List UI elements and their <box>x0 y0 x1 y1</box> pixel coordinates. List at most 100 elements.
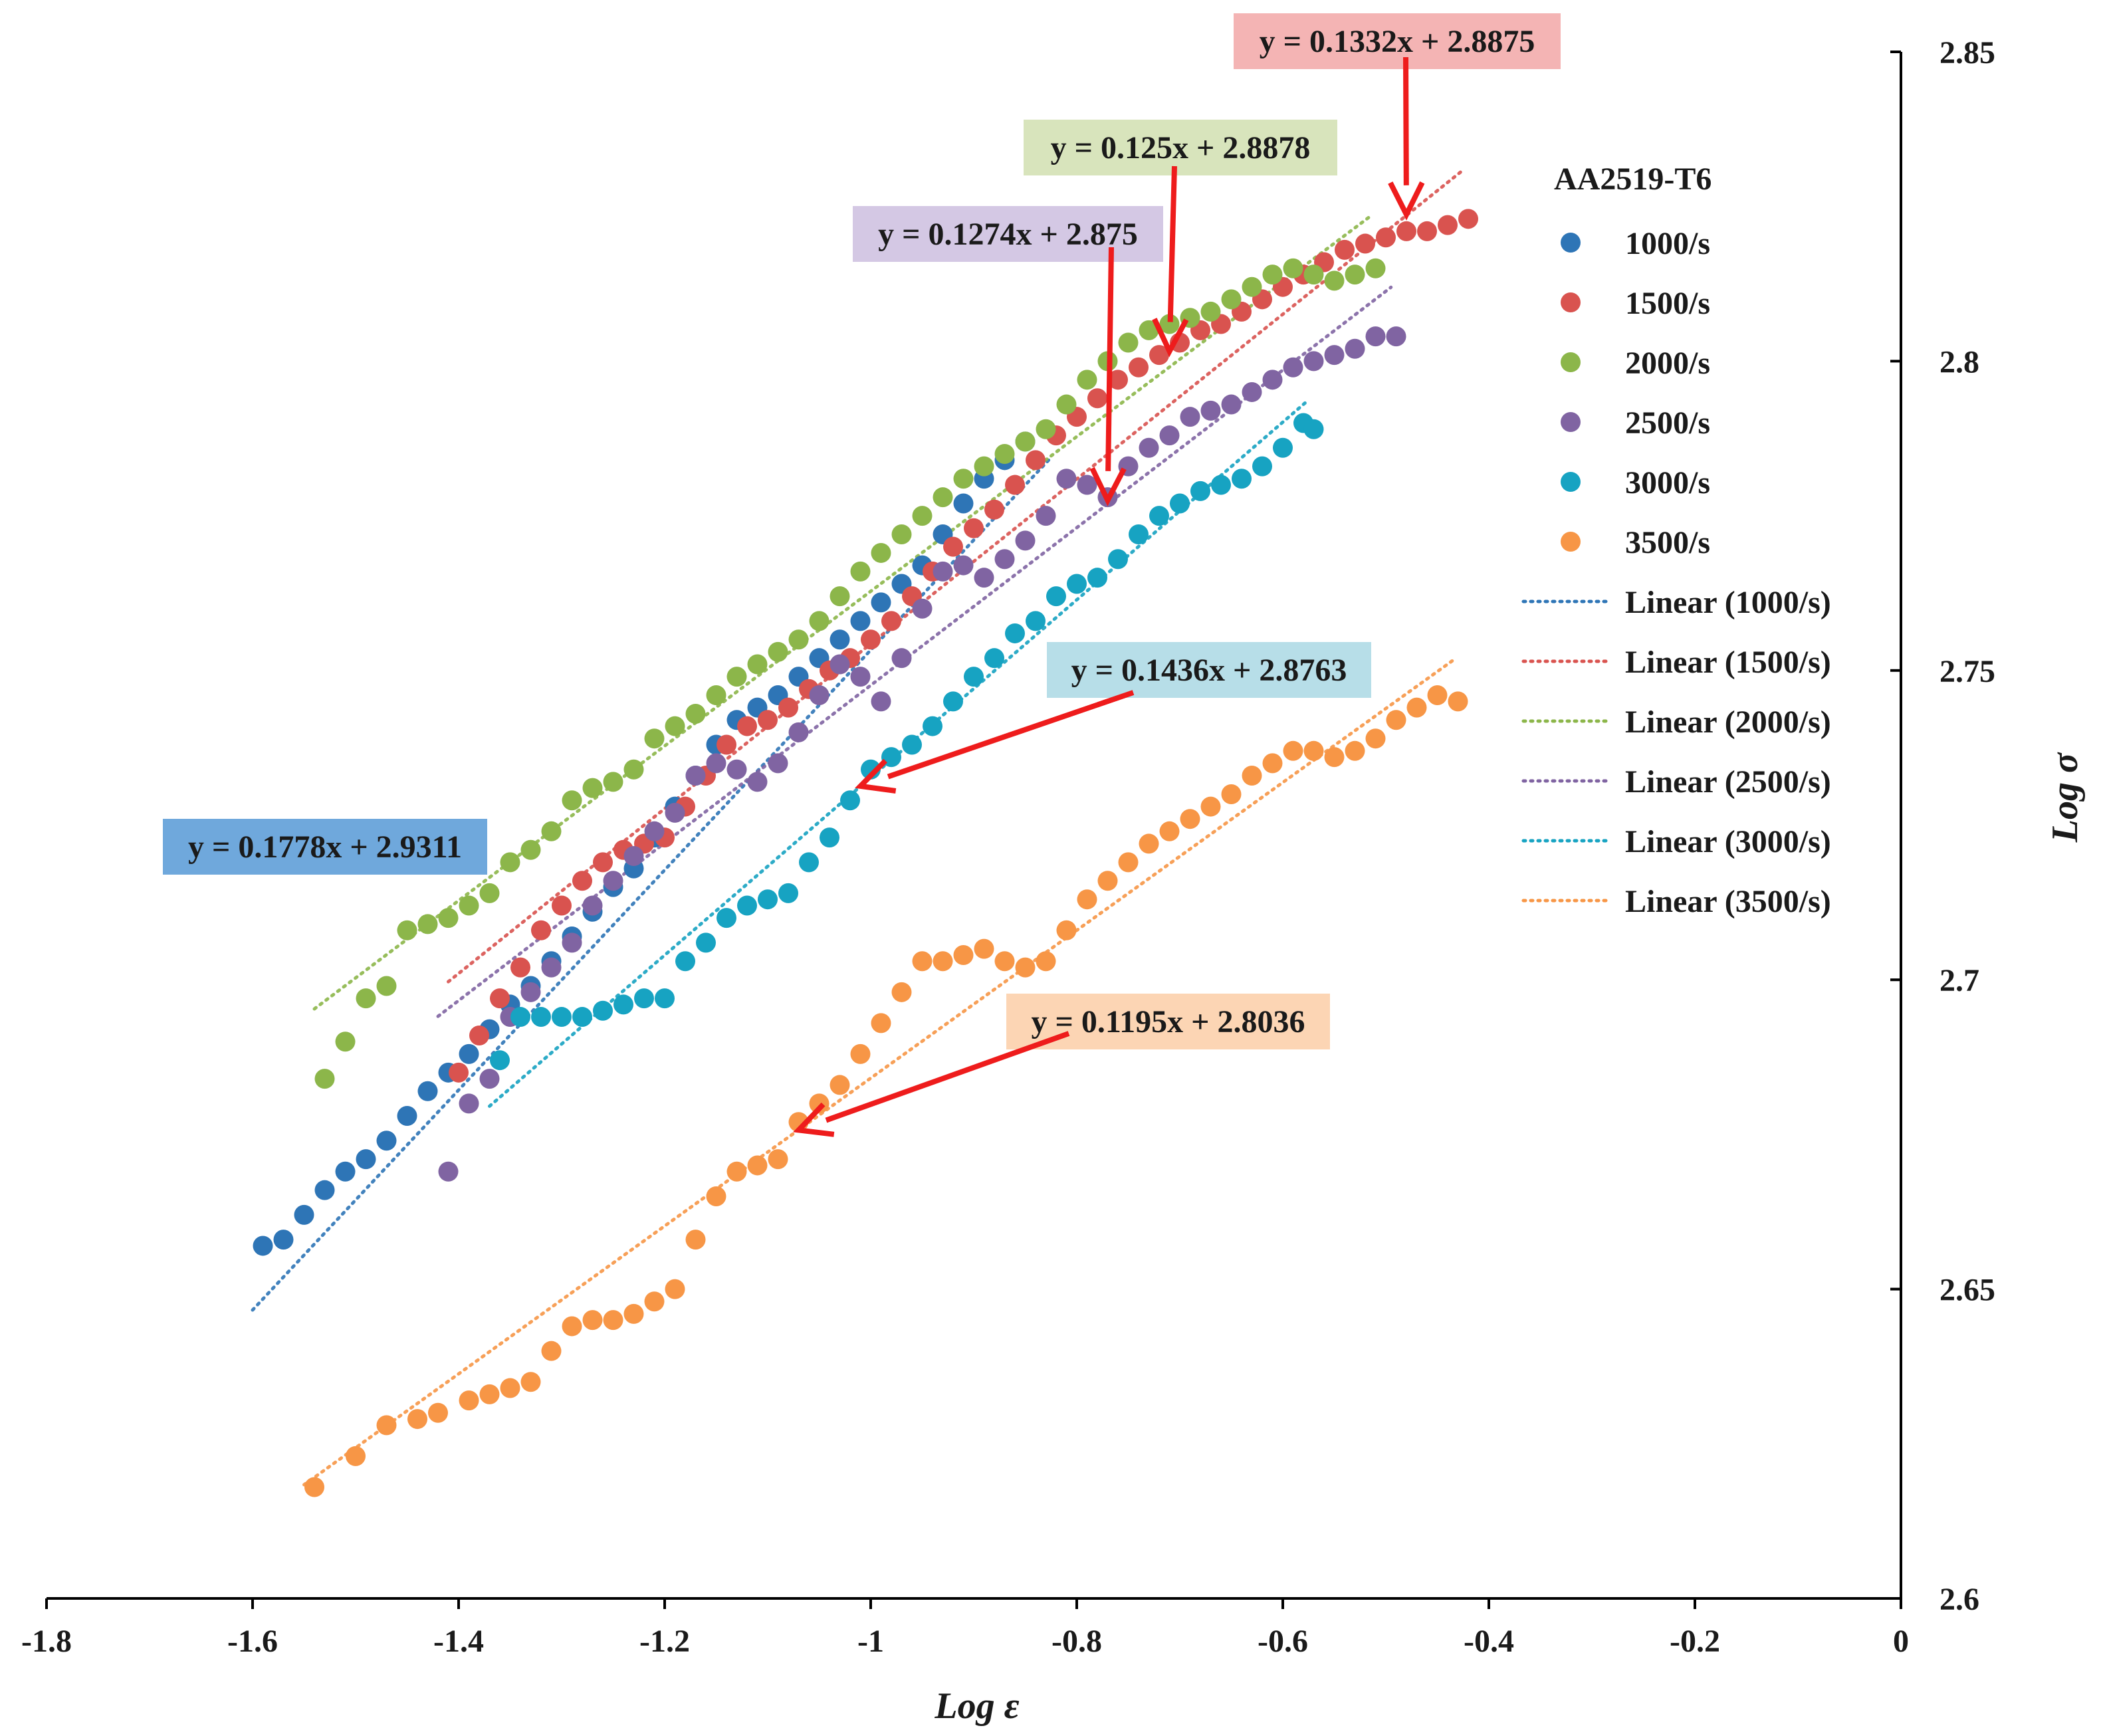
equation-label-box <box>1006 994 1330 1049</box>
data-point <box>1448 691 1468 712</box>
data-point <box>541 1341 562 1361</box>
data-point <box>1005 623 1025 643</box>
legend-label: 3000/s <box>1625 465 1710 500</box>
data-point <box>520 1372 541 1392</box>
legend: AA2519-T6 1000/s 1500/s 2000/s 2500/s 3000/s… <box>1521 162 1831 919</box>
data-point <box>500 852 520 873</box>
data-point <box>479 1069 500 1089</box>
data-point <box>356 1149 376 1170</box>
data-point <box>1056 469 1077 489</box>
data-point <box>1303 351 1324 372</box>
data-point <box>552 895 572 916</box>
data-point <box>1345 265 1365 285</box>
data-point <box>1180 809 1200 829</box>
equation-label: y = 0.1778x + 2.9311 <box>188 829 462 865</box>
data-point <box>809 1093 829 1114</box>
data-point <box>953 469 974 489</box>
y-tick-label: 2.65 <box>1939 1273 1995 1308</box>
data-point <box>397 920 417 940</box>
data-point <box>902 734 922 755</box>
data-point <box>273 1230 294 1250</box>
legend-trend-label: Linear (1000/s) <box>1625 585 1831 620</box>
data-point <box>840 790 860 811</box>
legend-trend-label: Linear (2000/s) <box>1625 705 1831 740</box>
data-point <box>520 982 541 1002</box>
data-point <box>665 716 685 736</box>
arrow-shaft <box>1167 165 1177 322</box>
data-point <box>603 772 623 792</box>
data-point <box>346 1446 366 1466</box>
data-point <box>747 772 768 792</box>
data-point <box>778 883 798 903</box>
data-point <box>438 1161 459 1182</box>
trend-line-3500-per-s <box>302 659 1455 1487</box>
data-point <box>788 629 809 650</box>
data-point <box>1221 784 1242 804</box>
data-point <box>1324 271 1345 291</box>
x-tick-label: 0 <box>1893 1624 1909 1659</box>
data-point <box>829 586 850 607</box>
y-axis-title: Log σ <box>2045 752 2086 843</box>
data-point <box>572 1007 592 1028</box>
data-point <box>1345 338 1365 359</box>
data-point <box>510 1007 530 1028</box>
data-point <box>747 1155 768 1176</box>
data-point <box>356 988 376 1009</box>
data-point <box>758 889 778 910</box>
data-point <box>479 1384 500 1404</box>
data-point <box>820 827 839 848</box>
data-point <box>891 982 912 1002</box>
legend-title: AA2519-T6 <box>1554 162 1712 197</box>
data-point <box>1303 740 1324 761</box>
data-point <box>449 1062 469 1083</box>
data-point <box>1221 289 1242 310</box>
data-point <box>613 994 633 1015</box>
data-point <box>943 691 963 712</box>
data-point <box>490 988 510 1009</box>
data-point <box>829 629 850 650</box>
y-ticks: 2.6 2.65 2.7 2.75 2.8 2.85 <box>1890 35 1995 1617</box>
equation-label: y = 0.1332x + 2.8875 <box>1260 24 1535 59</box>
equation-label: y = 0.125x + 2.8878 <box>1051 130 1311 165</box>
data-point <box>726 1161 747 1182</box>
x-tick-label: -0.4 <box>1464 1624 1514 1659</box>
series-1500-per-s <box>449 209 1478 1083</box>
data-point <box>768 641 788 662</box>
data-point <box>706 1186 726 1206</box>
data-point <box>459 1093 479 1114</box>
data-point <box>479 883 500 903</box>
equation-label-box <box>1234 13 1561 69</box>
data-point <box>1170 493 1190 514</box>
data-point <box>397 1105 417 1126</box>
data-point <box>871 691 891 712</box>
data-point <box>706 685 726 706</box>
data-point <box>469 1025 489 1045</box>
data-point <box>850 561 871 582</box>
data-point <box>603 1310 623 1331</box>
arrow-shaft <box>825 1031 1070 1123</box>
data-point <box>1406 697 1427 718</box>
data-point <box>1139 833 1159 854</box>
x-tick-label: -1.4 <box>433 1624 484 1659</box>
data-point <box>376 976 397 996</box>
data-point <box>994 549 1015 570</box>
data-point <box>1262 370 1283 390</box>
data-point <box>984 648 1004 669</box>
arrow-head <box>855 758 897 794</box>
legend-marker <box>1561 292 1581 312</box>
data-point <box>510 957 530 978</box>
data-point <box>582 895 603 916</box>
legend-trend-label: Linear (2500/s) <box>1625 764 1831 800</box>
data-point <box>655 988 675 1009</box>
data-point <box>1159 425 1180 446</box>
data-point <box>850 667 871 687</box>
data-point <box>912 506 933 526</box>
data-point <box>1365 326 1386 347</box>
data-point <box>1303 419 1324 439</box>
data-point <box>1129 524 1149 545</box>
arrow-head <box>1089 467 1127 506</box>
x-axis-title: Log ε <box>934 1685 1019 1727</box>
data-point <box>335 1161 356 1182</box>
data-point <box>603 871 623 891</box>
data-point <box>1283 740 1303 761</box>
